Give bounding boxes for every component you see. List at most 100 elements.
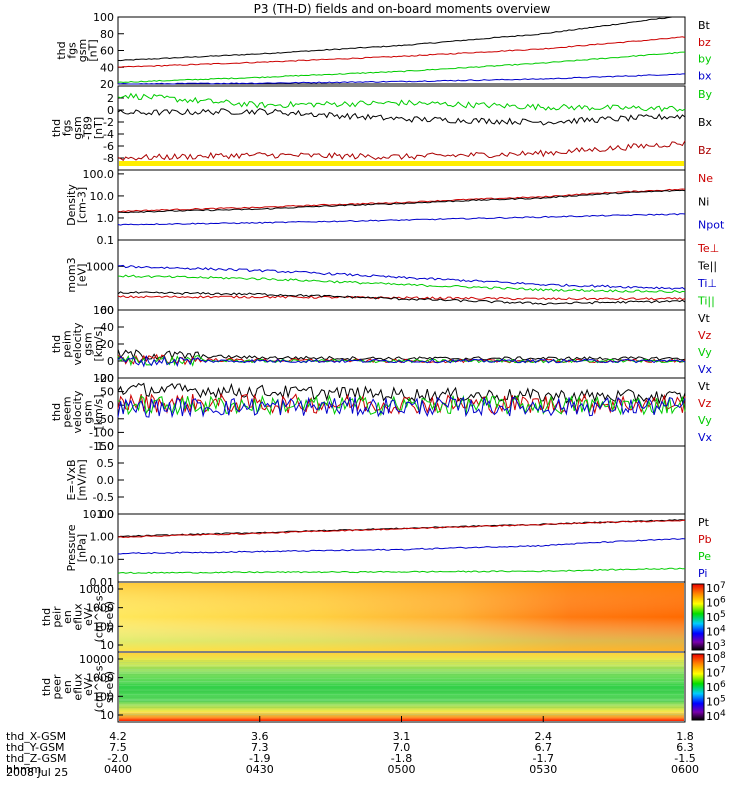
legend-by: by [698, 53, 712, 66]
series-vt-line [117, 382, 686, 404]
y-axis-label: gsm [82, 400, 95, 423]
y-tick-label: 20 [100, 78, 114, 91]
series-ne-line [117, 188, 686, 213]
y-tick-label: -1.0 [93, 508, 114, 521]
y-axis-label: gsm [71, 116, 84, 139]
y-axis-label: thd [55, 41, 68, 59]
colorbar-tick-label: 105 [706, 695, 726, 709]
y-axis-label: [nT] [92, 117, 105, 139]
spectrogram-band [119, 662, 684, 664]
y-axis-label: thd [50, 335, 63, 353]
series-pb-line [117, 519, 685, 539]
ephemeris-value: 3.1 [393, 730, 411, 743]
legend-npot: Npot [698, 219, 725, 232]
series-vx-line [117, 354, 686, 368]
y-tick-label: 100 [93, 690, 114, 703]
y-tick-label: 100.0 [83, 168, 115, 181]
y-tick-label: 0.10 [90, 553, 115, 566]
y-axis-label: en [61, 610, 74, 624]
spectrogram-band [119, 668, 684, 670]
y-tick-label: -2 [103, 116, 114, 129]
quality-flag-bar [119, 161, 684, 166]
chart-title: P3 (TH-D) fields and on-board moments ov… [254, 2, 551, 16]
y-tick-label: -100 [89, 426, 114, 439]
legend-te: Te⊥ [697, 242, 719, 255]
colorbar-exponent: 4 [720, 709, 726, 719]
colorbar-exponent: 5 [720, 695, 726, 705]
y-axis-label: eV/ [82, 678, 95, 696]
y-tick-label: 1000 [86, 260, 114, 273]
ephemeris-value: 2.4 [535, 730, 553, 743]
spectrogram-band [119, 661, 684, 663]
spectrogram-band [119, 672, 684, 674]
y-tick-label: 100 [93, 372, 114, 385]
colorbar [691, 583, 705, 651]
colorbar-tick-label: 103 [706, 639, 726, 653]
y-tick-label: 0 [107, 104, 114, 117]
y-tick-label: 50 [100, 386, 114, 399]
series-pe-line [117, 567, 685, 574]
spectrogram-band [119, 681, 684, 683]
colorbar-tick-label: 107 [706, 581, 726, 595]
spectrogram-band [119, 665, 684, 667]
ephemeris-value: -1.7 [533, 752, 554, 765]
y-axis-label: [km/s] [92, 394, 105, 429]
ephemeris-value: 3.6 [251, 730, 269, 743]
spectrogram-band [119, 669, 684, 671]
y-tick-label: 0 [107, 399, 114, 412]
colorbar-base: 10 [706, 696, 720, 709]
series-ni-line [117, 189, 686, 214]
y-tick-label: -4 [103, 128, 114, 141]
legend-bx: bx [698, 69, 712, 82]
legend-vy: Vy [698, 346, 712, 359]
spectrogram-band [119, 691, 684, 693]
y-axis-label: sr-eV) [103, 671, 116, 703]
spectrogram-band [119, 699, 684, 701]
spectrogram-band [119, 674, 684, 676]
date-label: 2008 Jul 25 [6, 766, 68, 779]
colorbar-tick-label: 108 [706, 651, 726, 665]
spectrogram-band [119, 715, 684, 717]
series-ti-line [118, 264, 686, 290]
y-axis-label: [km/s] [92, 326, 105, 361]
colorbar-exponent: 6 [720, 596, 726, 606]
legend-vz: Vz [698, 329, 712, 342]
spectrogram-band [119, 703, 684, 705]
spectrogram-band [119, 713, 684, 715]
colorbar-tick-label: 106 [706, 680, 726, 694]
colorbar [691, 653, 705, 721]
ephemeris-value: 6.3 [676, 741, 694, 754]
y-axis-label: -T89 [82, 116, 95, 140]
colorbar-tick-label: 104 [706, 625, 726, 639]
y-axis-label: peim [61, 330, 74, 358]
colorbar-base: 10 [706, 626, 720, 639]
panel-7: E=-VxB[mV/m] 1.0 0.5 0.0 -0.5 -1.0 [65, 440, 686, 521]
legend-bt: Bt [698, 19, 711, 32]
y-tick-label: 10 [100, 709, 114, 722]
legend-ti: Ti⊥ [697, 277, 717, 290]
spectrogram-band [119, 660, 684, 662]
ephemeris-value: 7.3 [251, 741, 269, 754]
series-te-line [117, 295, 686, 301]
y-axis-label: peir [51, 606, 64, 628]
ephemeris-row-label: hhmm [6, 763, 41, 776]
spectrogram-band [119, 696, 684, 698]
y-axis-label: [eV] [76, 264, 89, 287]
spectrogram [119, 653, 684, 721]
panel-4: mom3[eV]1000 100 Te⊥ Te|| Ti⊥ Ti|| [65, 239, 719, 317]
ephemeris-value: 7.0 [393, 741, 411, 754]
colorbar-exponent: 6 [720, 680, 726, 690]
y-tick-label: 40 [100, 61, 114, 74]
spectrogram-band [119, 714, 684, 716]
legend-bz: bz [698, 36, 711, 49]
y-tick-label: 1.0 [97, 440, 115, 453]
y-tick-label: 10000 [79, 653, 114, 666]
series-vt-line [117, 349, 686, 361]
spectrogram-band [119, 705, 684, 707]
y-tick-label: 100 [93, 620, 114, 633]
colorbar-tick-label: 107 [706, 666, 726, 680]
legend-vy: Vy [698, 414, 712, 427]
